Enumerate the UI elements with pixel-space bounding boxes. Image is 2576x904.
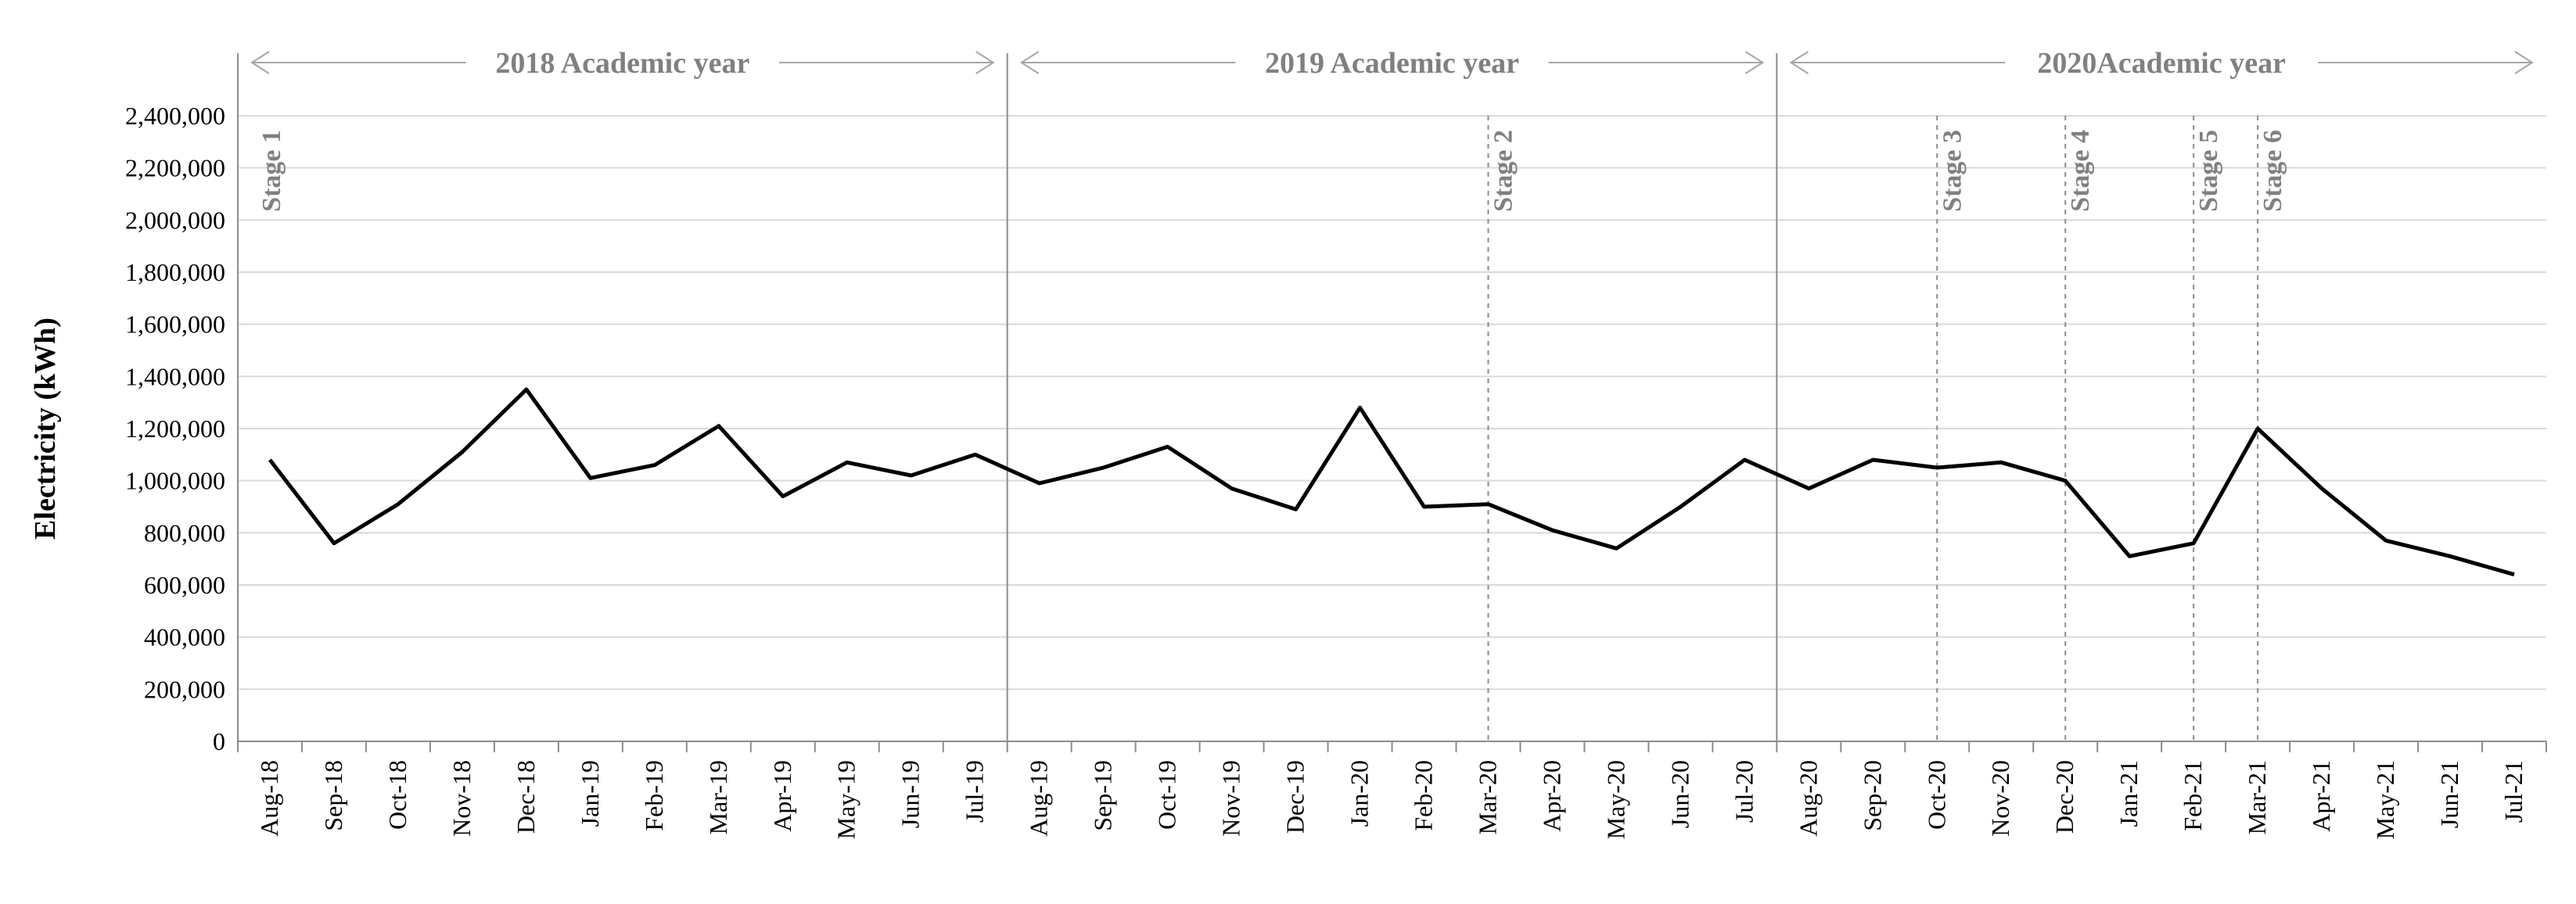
x-tick-label: Aug-19 [1025,760,1053,837]
x-tick-label: Mar-21 [2243,760,2271,834]
x-tick-label: Apr-20 [1537,760,1565,832]
x-tick-label: Oct-18 [383,760,411,830]
x-tick-label: Jun-20 [1665,760,1694,828]
x-tick-label: Feb-21 [2179,760,2207,831]
academic-year-label: 2020Academic year [2037,47,2286,80]
x-tick-label: Jan-20 [1345,760,1374,827]
y-tick-label: 1,000,000 [125,467,225,495]
annotations: 2018 Academic year 2019 Academic year 2020… [250,47,2534,741]
x-tick-label: Jan-21 [2114,760,2143,827]
x-tick-label: Dec-20 [2050,760,2078,834]
x-tick-label: Feb-20 [1409,760,1437,831]
y-tick-label: 1,800,000 [125,258,225,286]
x-tick-label: Jul-19 [961,760,989,823]
x-tick-label: Sep-18 [319,760,347,831]
series-line [268,387,2515,577]
stage-label: Stage 4 [2066,130,2095,212]
x-tick-label: Nov-18 [447,760,476,837]
stage-label: Stage 1 [257,130,286,212]
y-tick-label: 1,200,000 [125,414,225,443]
academic-year-arrow-right [1548,51,1765,74]
x-tick-label: Dec-19 [1281,760,1310,834]
academic-year-label: 2019 Academic year [1265,47,1519,80]
x-tick-label: Apr-21 [2307,760,2335,832]
y-tick-label: 1,400,000 [125,362,225,390]
academic-year-arrow-left [1789,51,2006,74]
x-tick-label: Nov-20 [1986,760,2014,837]
y-tick-label: 2,400,000 [125,102,225,130]
x-tick-label: Sep-19 [1089,760,1117,831]
y-tick-label: 1,600,000 [125,310,225,339]
stage-label: Stage 5 [2194,130,2223,212]
academic-year-arrow-right [2318,51,2534,74]
y-tick-label: 2,200,000 [125,154,225,182]
x-tick-label: Feb-19 [640,760,668,831]
y-tick-label: 0 [213,727,225,755]
stage-label: Stage 2 [1489,130,1518,212]
series-layer [268,387,2515,577]
x-tick-label: Oct-20 [1922,760,1950,830]
x-tick-label: Nov-19 [1217,760,1245,837]
x-tick-label: May-20 [1601,760,1629,839]
x-tick-label: Jan-19 [576,760,604,827]
academic-year-label: 2018 Academic year [495,47,749,80]
axes: 0 200,000 400,000 600,000 800,000 1,000,000 1,… [125,53,2547,839]
x-tick-label: Aug-18 [255,760,283,837]
academic-year-arrow-left [250,51,466,74]
x-tick-label: Sep-20 [1858,760,1886,831]
x-tick-label: Aug-20 [1794,760,1822,837]
y-tick-label: 800,000 [144,518,225,547]
x-tick-label: Jun-19 [896,760,925,828]
y-tick-label: 200,000 [144,675,225,703]
x-tick-label: Jul-21 [2499,760,2527,823]
x-tick-label: Oct-19 [1153,760,1181,830]
stage-label: Stage 6 [2258,130,2287,212]
y-tick-label: 600,000 [144,571,225,599]
x-tick-label: May-21 [2371,760,2399,839]
x-tick-label: Jul-20 [1730,760,1758,823]
x-tick-label: Mar-20 [1473,760,1501,834]
x-tick-label: Jun-21 [2435,760,2463,828]
gridlines [238,115,2546,691]
x-tick-label: Dec-18 [512,760,540,834]
academic-year-arrow-left [1019,51,1236,74]
x-tick-label: May-19 [832,760,860,839]
y-axis-label: Electricity (kWh) [29,317,62,540]
x-tick-label: Apr-19 [768,760,796,832]
academic-year-arrow-right [778,51,995,74]
stage-label: Stage 3 [1938,130,1967,212]
y-tick-label: 400,000 [144,623,225,651]
x-tick-label: Mar-19 [704,760,732,834]
y-tick-label: 2,000,000 [125,206,225,234]
